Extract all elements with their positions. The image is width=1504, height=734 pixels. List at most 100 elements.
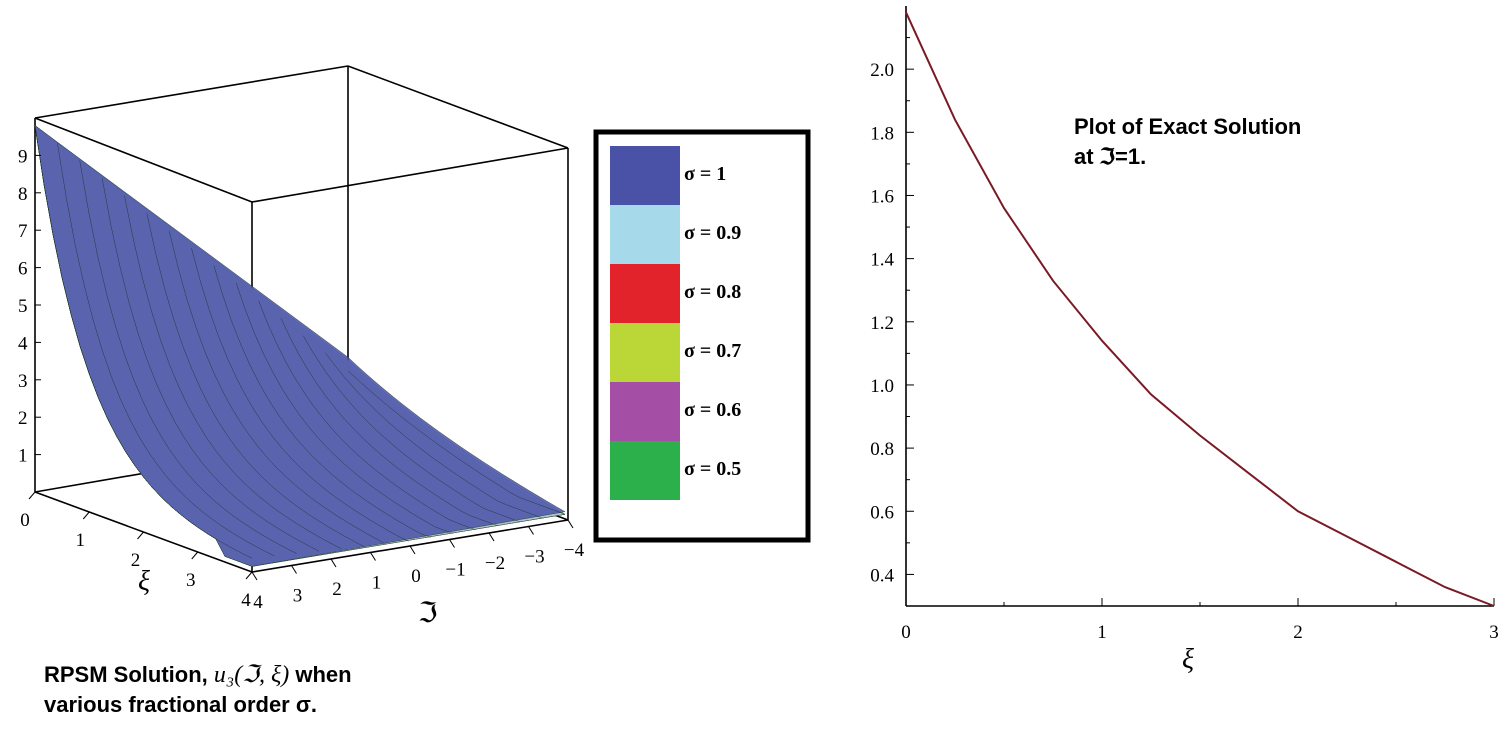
x-axis-label: ξ xyxy=(1182,644,1194,675)
surface-mesh-line xyxy=(280,317,498,527)
frak-tick-label: −2 xyxy=(485,553,505,574)
surface-mesh-line xyxy=(303,335,521,523)
frak-tick-label: −3 xyxy=(524,547,544,568)
box-edge xyxy=(34,65,349,119)
frak-tick xyxy=(449,539,455,548)
frak-tick xyxy=(409,545,416,555)
z-tick-label: 8 xyxy=(18,184,28,205)
right-caption-line1: Plot of Exact Solution xyxy=(1074,114,1302,139)
box-edge xyxy=(347,65,569,149)
xi-tick xyxy=(82,511,90,520)
legend-label: σ = 0.5 xyxy=(684,458,741,480)
caption-suffix: when xyxy=(295,662,352,687)
legend-label: σ = 0.6 xyxy=(684,399,741,421)
legend-label: σ = 0.7 xyxy=(684,340,741,362)
xi-tick-label: 4 xyxy=(241,590,251,611)
left-caption: RPSM Solution, u₃(ℑ, ξ) when various fra… xyxy=(44,660,352,720)
surface-mesh-line xyxy=(34,125,253,559)
z-tick-label: 4 xyxy=(18,333,28,354)
surface-mesh-line xyxy=(235,283,454,534)
y-tick-label: 1.6 xyxy=(870,186,894,207)
xi-tick xyxy=(191,551,199,560)
legend-swatch xyxy=(610,382,680,441)
z-tick-label: 3 xyxy=(18,371,28,392)
z-tick-label: 7 xyxy=(18,221,28,242)
y-tick-label: 0.4 xyxy=(870,565,894,586)
legend-label: σ = 0.9 xyxy=(684,222,741,244)
y-tick-label: 0.6 xyxy=(870,502,894,523)
legend-swatch xyxy=(610,441,680,500)
left-caption-line1: RPSM Solution, u₃(ℑ, ξ) when xyxy=(44,660,352,690)
legend-swatch xyxy=(610,264,680,323)
surface-mesh-line xyxy=(213,265,431,538)
x-tick-label: 2 xyxy=(1293,622,1303,643)
surface-mesh-line xyxy=(124,195,342,550)
frak-tick xyxy=(370,552,376,561)
y-tick-label: 2.0 xyxy=(870,60,894,81)
surface-mesh-line xyxy=(347,370,566,515)
surface-mesh-line xyxy=(325,353,543,519)
frak-tick xyxy=(330,558,337,568)
frak-tick-label: 4 xyxy=(253,592,263,613)
right-caption-line2: at ℑ=1. xyxy=(1074,144,1147,169)
legend: σ = 1 σ = 0.9 σ = 0.8 σ = 0.7 σ = 0.6 σ = 0.5 xyxy=(610,146,741,500)
z-tick-label: 5 xyxy=(18,296,28,317)
surface-mesh-line xyxy=(146,213,364,547)
frak-tick xyxy=(291,565,297,574)
legend-swatch xyxy=(610,205,680,264)
frak-tick-label: 2 xyxy=(332,579,342,600)
surface-y-axis-label: ℑ xyxy=(418,598,438,629)
left-caption-line2: various fractional order σ. xyxy=(44,692,318,717)
surface-layers xyxy=(34,125,566,567)
xi-tick-label: 0 xyxy=(20,510,30,531)
frak-tick-label: 1 xyxy=(372,573,382,594)
z-tick-label: 6 xyxy=(18,259,28,280)
xi-tick-label: 1 xyxy=(76,530,86,551)
surface-x-axis-label: ξ xyxy=(138,566,150,597)
xi-tick xyxy=(137,531,144,540)
box-edge xyxy=(34,117,253,203)
surface-mesh-line xyxy=(191,248,409,542)
y-tick-label: 1.2 xyxy=(870,313,894,334)
surface-mesh-line xyxy=(57,142,275,557)
xi-tick-label: 3 xyxy=(186,570,196,591)
surface-mesh-line xyxy=(258,300,476,530)
caption-prefix: RPSM Solution, xyxy=(44,662,208,687)
frak-tick xyxy=(528,526,534,535)
surface-mesh-line xyxy=(168,230,387,545)
xi-tick xyxy=(245,571,253,580)
right-caption: Plot of Exact Solution at ℑ=1. xyxy=(1074,112,1301,172)
legend-label: σ = 0.8 xyxy=(684,281,741,303)
z-tick-label: 9 xyxy=(18,146,28,167)
legend-swatch xyxy=(610,323,680,382)
y-tick-label: 1.4 xyxy=(870,250,894,271)
frak-tick xyxy=(488,532,495,542)
x-tick-label: 3 xyxy=(1489,622,1499,643)
frak-tick xyxy=(251,571,258,581)
caption-math: u₃(ℑ, ξ) xyxy=(213,662,290,688)
frak-tick-label: −4 xyxy=(564,540,585,561)
frak-tick xyxy=(567,519,574,529)
frak-tick-label: 0 xyxy=(411,566,421,587)
xi-tick xyxy=(28,491,36,500)
z-tick-label: 1 xyxy=(18,446,28,467)
z-tick-label: 2 xyxy=(18,408,28,429)
box-edge xyxy=(251,147,569,203)
x-tick-label: 1 xyxy=(1097,622,1107,643)
y-tick-label: 1.8 xyxy=(870,123,894,144)
y-tick-label: 1.0 xyxy=(870,376,894,397)
x-tick-label: 0 xyxy=(901,622,911,643)
surface-layer xyxy=(34,125,566,567)
y-tick-label: 0.8 xyxy=(870,439,894,460)
surface-mesh-line xyxy=(101,177,320,552)
line-plot: 0.4 0.6 0.8 1.0 1.2 1.4 1.6 1.8 2.0 0 1 2 3 ξ xyxy=(870,6,1499,675)
legend-label: σ = 1 xyxy=(684,163,726,185)
line-ticks: 0.4 0.6 0.8 1.0 1.2 1.4 1.6 1.8 2.0 0 1 2 3 xyxy=(870,37,1499,643)
surface-mesh-line xyxy=(79,160,297,554)
xi-tick-label: 2 xyxy=(131,550,141,571)
frak-tick-label: 3 xyxy=(293,586,303,607)
legend-swatch xyxy=(610,146,680,205)
series-line xyxy=(905,11,1495,607)
